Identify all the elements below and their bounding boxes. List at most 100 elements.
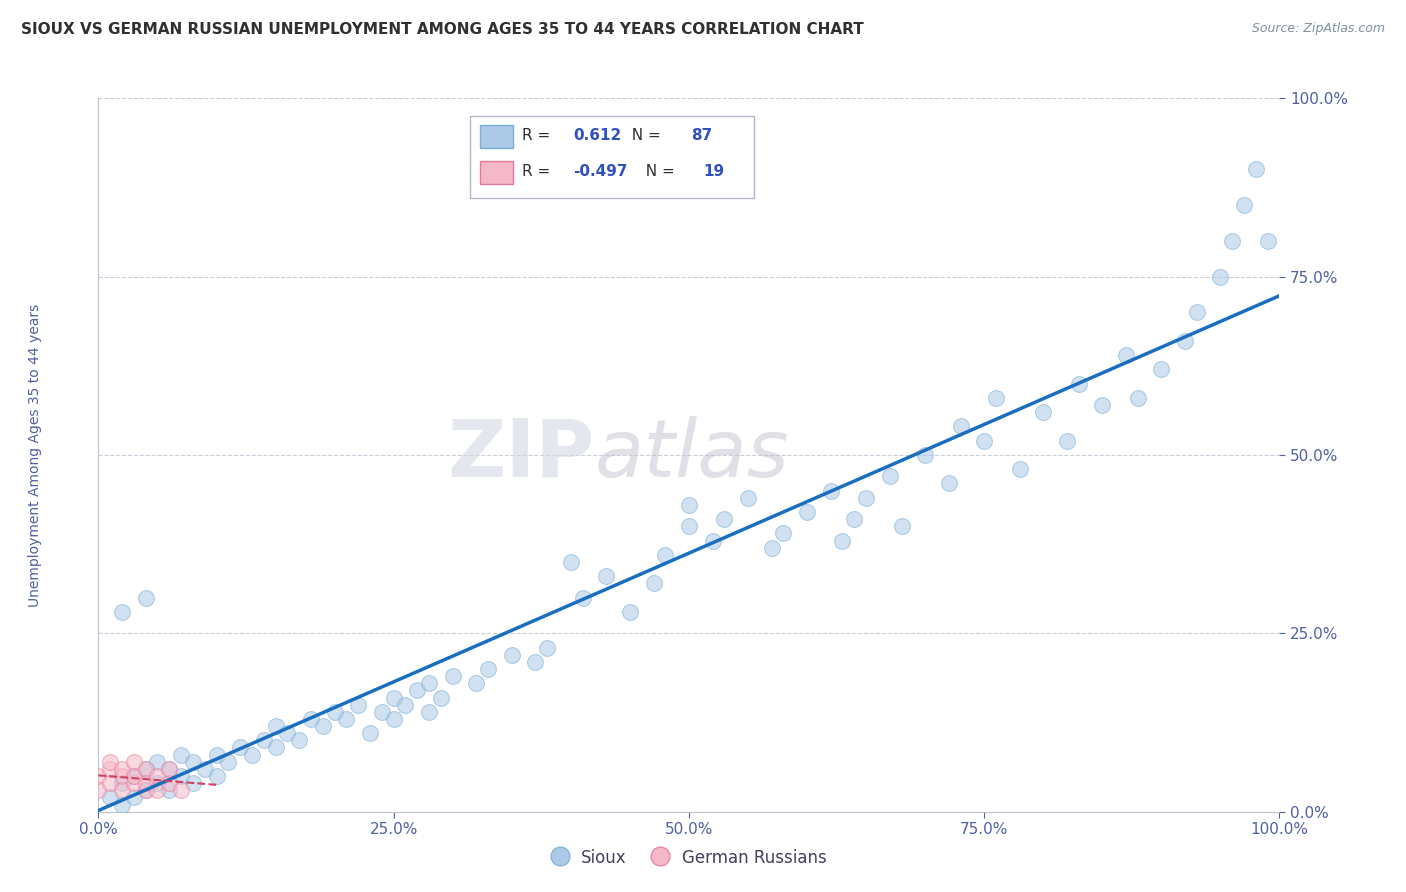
Point xyxy=(194,762,217,776)
Point xyxy=(501,648,523,662)
Point xyxy=(111,762,134,776)
Text: ZIP: ZIP xyxy=(447,416,595,494)
Point xyxy=(430,690,453,705)
Point xyxy=(560,555,582,569)
Point xyxy=(312,719,335,733)
Point xyxy=(135,783,157,797)
Text: 19: 19 xyxy=(703,164,724,179)
Point xyxy=(111,776,134,790)
Point xyxy=(855,491,877,505)
Point xyxy=(146,769,169,783)
Point xyxy=(157,783,180,797)
Point xyxy=(418,705,440,719)
Point xyxy=(1257,234,1279,248)
Point xyxy=(879,469,901,483)
Point xyxy=(1233,198,1256,212)
Point xyxy=(702,533,724,548)
Point xyxy=(1244,162,1267,177)
Point xyxy=(146,783,169,797)
Point xyxy=(135,762,157,776)
Text: 0.612: 0.612 xyxy=(574,128,621,144)
Point xyxy=(359,726,381,740)
Point xyxy=(87,783,110,797)
Point xyxy=(87,769,110,783)
Point xyxy=(181,755,204,769)
Point xyxy=(1091,398,1114,412)
Point xyxy=(1174,334,1197,348)
Point xyxy=(394,698,416,712)
Point xyxy=(217,755,239,769)
Point xyxy=(135,591,157,605)
Point xyxy=(98,790,121,805)
Point xyxy=(157,762,180,776)
Point xyxy=(761,541,783,555)
Text: SIOUX VS GERMAN RUSSIAN UNEMPLOYMENT AMONG AGES 35 TO 44 YEARS CORRELATION CHART: SIOUX VS GERMAN RUSSIAN UNEMPLOYMENT AMO… xyxy=(21,22,863,37)
Point xyxy=(146,776,169,790)
Point xyxy=(382,712,405,726)
Point xyxy=(844,512,866,526)
Text: Source: ZipAtlas.com: Source: ZipAtlas.com xyxy=(1251,22,1385,36)
Point xyxy=(240,747,263,762)
Point xyxy=(299,712,322,726)
Text: atlas: atlas xyxy=(595,416,789,494)
Point xyxy=(229,740,252,755)
Point xyxy=(122,790,145,805)
Point xyxy=(1220,234,1243,248)
Text: R =: R = xyxy=(523,164,555,179)
Point xyxy=(973,434,995,448)
Point xyxy=(1067,376,1090,391)
Point xyxy=(122,769,145,783)
Text: R =: R = xyxy=(523,128,555,144)
Point xyxy=(146,755,169,769)
Point xyxy=(1209,269,1232,284)
Legend: Sioux, German Russians: Sioux, German Russians xyxy=(544,841,834,875)
Point xyxy=(678,519,700,533)
FancyBboxPatch shape xyxy=(479,161,513,184)
Point xyxy=(122,769,145,783)
Point xyxy=(1008,462,1031,476)
Text: Unemployment Among Ages 35 to 44 years: Unemployment Among Ages 35 to 44 years xyxy=(28,303,42,607)
Text: 87: 87 xyxy=(692,128,713,144)
Point xyxy=(264,740,287,755)
Point xyxy=(170,769,193,783)
Point xyxy=(111,605,134,619)
Point xyxy=(477,662,499,676)
Point xyxy=(135,776,157,790)
Point xyxy=(406,683,429,698)
Point xyxy=(713,512,735,526)
Point xyxy=(122,755,145,769)
Point xyxy=(820,483,842,498)
Point xyxy=(157,762,180,776)
Point xyxy=(205,769,228,783)
Point xyxy=(111,769,134,783)
Point xyxy=(796,505,818,519)
Point xyxy=(418,676,440,690)
Point xyxy=(98,755,121,769)
Point xyxy=(1115,348,1137,362)
Point xyxy=(619,605,641,619)
Point xyxy=(288,733,311,747)
Point xyxy=(595,569,617,583)
Point xyxy=(253,733,276,747)
Point xyxy=(654,548,676,562)
Point xyxy=(122,776,145,790)
Point xyxy=(347,698,370,712)
Point xyxy=(135,783,157,797)
Point xyxy=(1150,362,1173,376)
Point xyxy=(98,776,121,790)
Point xyxy=(205,747,228,762)
Point xyxy=(335,712,357,726)
Point xyxy=(264,719,287,733)
Point xyxy=(465,676,488,690)
Point xyxy=(181,776,204,790)
FancyBboxPatch shape xyxy=(471,116,754,198)
Point xyxy=(323,705,346,719)
Point xyxy=(111,797,134,812)
Text: N =: N = xyxy=(636,164,679,179)
Point xyxy=(890,519,912,533)
Point xyxy=(949,419,972,434)
Point xyxy=(772,526,794,541)
Text: -0.497: -0.497 xyxy=(574,164,627,179)
Point xyxy=(441,669,464,683)
Point xyxy=(276,726,298,740)
